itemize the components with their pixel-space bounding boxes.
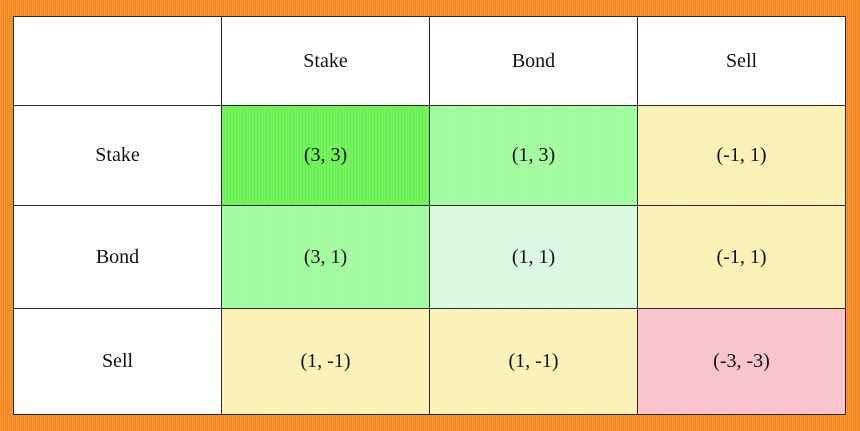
row-header-bond: Bond	[13, 205, 222, 309]
header-row: Stake Bond Sell	[13, 16, 846, 106]
row-header-label: Sell	[101, 350, 134, 372]
payoff-cell: (1, -1)	[221, 308, 430, 415]
column-header-sell: Sell	[637, 16, 846, 106]
payoff-value: (1, -1)	[300, 350, 351, 372]
payoff-value: (1, 1)	[511, 245, 556, 268]
payoff-value: (1, -1)	[508, 350, 559, 372]
payoff-matrix: Stake Bond Sell Stake (3, 3) (1, 3) (-1,…	[13, 16, 846, 415]
payoff-value: (3, 1)	[303, 245, 348, 268]
row-header-label: Bond	[95, 245, 140, 268]
payoff-value: (3, 3)	[303, 144, 348, 166]
payoff-value: (-1, 1)	[716, 245, 767, 268]
payoff-value: (1, 3)	[511, 144, 556, 166]
column-header-label: Sell	[725, 49, 758, 72]
payoff-table: Stake Bond Sell Stake (3, 3) (1, 3) (-1,…	[13, 16, 846, 415]
column-header-stake: Stake	[221, 16, 430, 106]
column-header-label: Bond	[511, 49, 556, 72]
row-header-stake: Stake	[13, 105, 222, 206]
column-header-bond: Bond	[429, 16, 638, 106]
matrix-row-bond: Bond (3, 1) (1, 1) (-1, 1)	[13, 205, 846, 309]
payoff-value: (-3, -3)	[713, 350, 770, 372]
matrix-row-sell: Sell (1, -1) (1, -1) (-3, -3)	[13, 308, 846, 415]
payoff-cell: (3, 3)	[221, 105, 430, 206]
payoff-cell: (-1, 1)	[637, 105, 846, 206]
payoff-cell: (1, 1)	[429, 205, 638, 309]
payoff-value: (-1, 1)	[716, 144, 767, 166]
payoff-cell: (-1, 1)	[637, 205, 846, 309]
column-header-label: Stake	[303, 49, 348, 72]
row-header-sell: Sell	[13, 308, 222, 415]
payoff-cell: (-3, -3)	[637, 308, 846, 415]
payoff-cell: (3, 1)	[221, 205, 430, 309]
row-header-label: Stake	[95, 144, 140, 166]
payoff-cell: (1, -1)	[429, 308, 638, 415]
corner-cell	[13, 16, 222, 106]
payoff-cell: (1, 3)	[429, 105, 638, 206]
matrix-row-stake: Stake (3, 3) (1, 3) (-1, 1)	[13, 105, 846, 206]
